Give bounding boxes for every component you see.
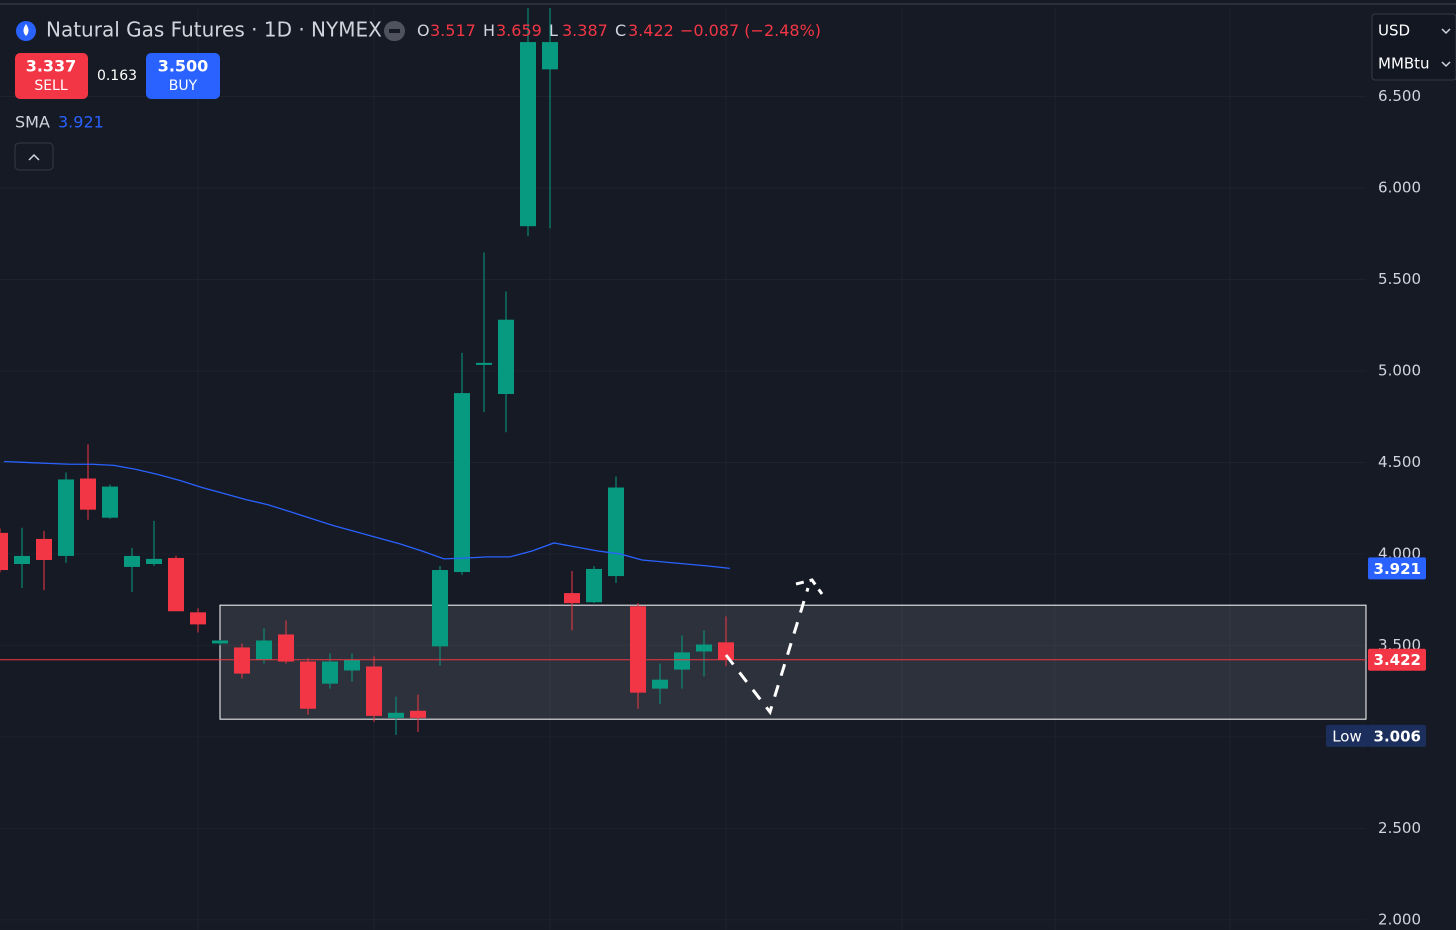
candle-body — [652, 679, 668, 689]
y-tick-label: 6.000 — [1378, 178, 1421, 196]
sma-value: 3.921 — [58, 113, 104, 132]
grid — [0, 95, 1366, 921]
candle-body — [58, 479, 74, 556]
price-tag — [1368, 557, 1426, 580]
candle-body — [674, 652, 690, 670]
unit-selector[interactable]: USD MMBtu — [1371, 13, 1456, 81]
support-zone — [219, 604, 1367, 720]
candle-body — [36, 538, 52, 560]
y-tick-label: 2.000 — [1378, 910, 1421, 928]
ohlc-key: L — [549, 21, 558, 40]
sell-price[interactable]: 3.337 — [26, 57, 77, 76]
arrow-head — [795, 578, 824, 595]
projection-arrow — [724, 587, 810, 716]
candle-body — [168, 557, 184, 612]
candle-body — [256, 640, 272, 660]
candle-body — [696, 644, 712, 652]
zone-layer — [219, 604, 1367, 720]
candle-body — [300, 661, 316, 709]
candle-body — [102, 486, 118, 518]
price-axis: 2.0002.5003.0003.5004.0004.5005.0005.500… — [1326, 87, 1426, 928]
sell-button[interactable] — [15, 53, 88, 99]
buy-label[interactable]: BUY — [169, 78, 198, 94]
candle-body — [234, 647, 250, 674]
price-tag-name-box — [1326, 724, 1368, 747]
ohlc-value: 3.387 — [562, 21, 608, 40]
candle-body — [124, 555, 140, 567]
ohlc-key: O — [417, 21, 430, 40]
price-tag-value: 3.921 — [1374, 560, 1421, 578]
candle-body — [344, 659, 360, 671]
change: −0.087 (−2.48%) — [680, 21, 821, 40]
collapse-button[interactable] — [14, 142, 54, 171]
candle-body — [212, 640, 228, 644]
ohlc-key: C — [615, 21, 626, 40]
sma-line — [3, 460, 731, 570]
candle-body — [388, 712, 404, 718]
candle-body — [410, 710, 426, 718]
price-tag-value: 3.422 — [1374, 651, 1421, 669]
candle-body — [630, 606, 646, 693]
ohlc-key: H — [483, 21, 495, 40]
candle-body — [564, 593, 580, 604]
candle-body — [14, 555, 30, 565]
ohlc-value: 3.517 — [430, 21, 476, 40]
collapse-icon — [28, 153, 40, 161]
ohlc-value: 3.422 — [628, 21, 674, 40]
ohlc-legend: O3.517 H3.659 L 3.387 C 3.422 −0.087 (−2.48%) — [417, 21, 821, 40]
spread: 0.163 — [97, 68, 137, 84]
candle-body — [542, 42, 558, 70]
sma-name: SMA — [15, 113, 50, 132]
candle-body — [432, 570, 448, 647]
price-tag — [1368, 648, 1426, 671]
candle-body — [80, 478, 96, 510]
candles — [0, 8, 734, 735]
y-tick-label: 2.500 — [1378, 819, 1421, 837]
candle-body — [718, 642, 734, 660]
candle-body — [190, 612, 206, 625]
buy-button[interactable] — [146, 53, 220, 99]
price-tag — [1368, 724, 1426, 747]
buy-price[interactable]: 3.500 — [158, 57, 209, 76]
header: Natural Gas Futures · 1D · NYMEX O3.517 H… — [14, 18, 821, 171]
currency[interactable]: USD — [1378, 22, 1410, 40]
symbol-title: Natural Gas Futures · 1D · NYMEX — [46, 18, 382, 42]
candle-body — [322, 661, 338, 684]
chevrons — [1441, 28, 1451, 68]
price-tag-value: 3.006 — [1374, 727, 1421, 745]
candle-body — [586, 568, 602, 603]
candle-body — [498, 319, 514, 394]
candle-body — [146, 558, 162, 565]
candle-body — [454, 393, 470, 573]
y-tick-label: 4.500 — [1378, 453, 1421, 471]
status-dash — [389, 29, 400, 33]
candle-body — [0, 532, 8, 571]
ohlc-value: 3.659 — [496, 21, 542, 40]
candle-body — [278, 634, 294, 662]
y-tick-label: 6.500 — [1378, 87, 1421, 105]
candle-body — [476, 362, 492, 365]
unit[interactable]: MMBtu — [1378, 55, 1430, 73]
flame — [23, 24, 29, 36]
y-tick-label: 5.000 — [1378, 361, 1421, 379]
candle-body — [520, 42, 536, 227]
price-tag-name: Low — [1332, 727, 1362, 745]
candle-body — [608, 487, 624, 577]
sell-label[interactable]: SELL — [34, 78, 68, 94]
candle-body — [366, 666, 382, 716]
selector-box — [1371, 13, 1456, 81]
y-tick-label: 5.500 — [1378, 270, 1421, 288]
